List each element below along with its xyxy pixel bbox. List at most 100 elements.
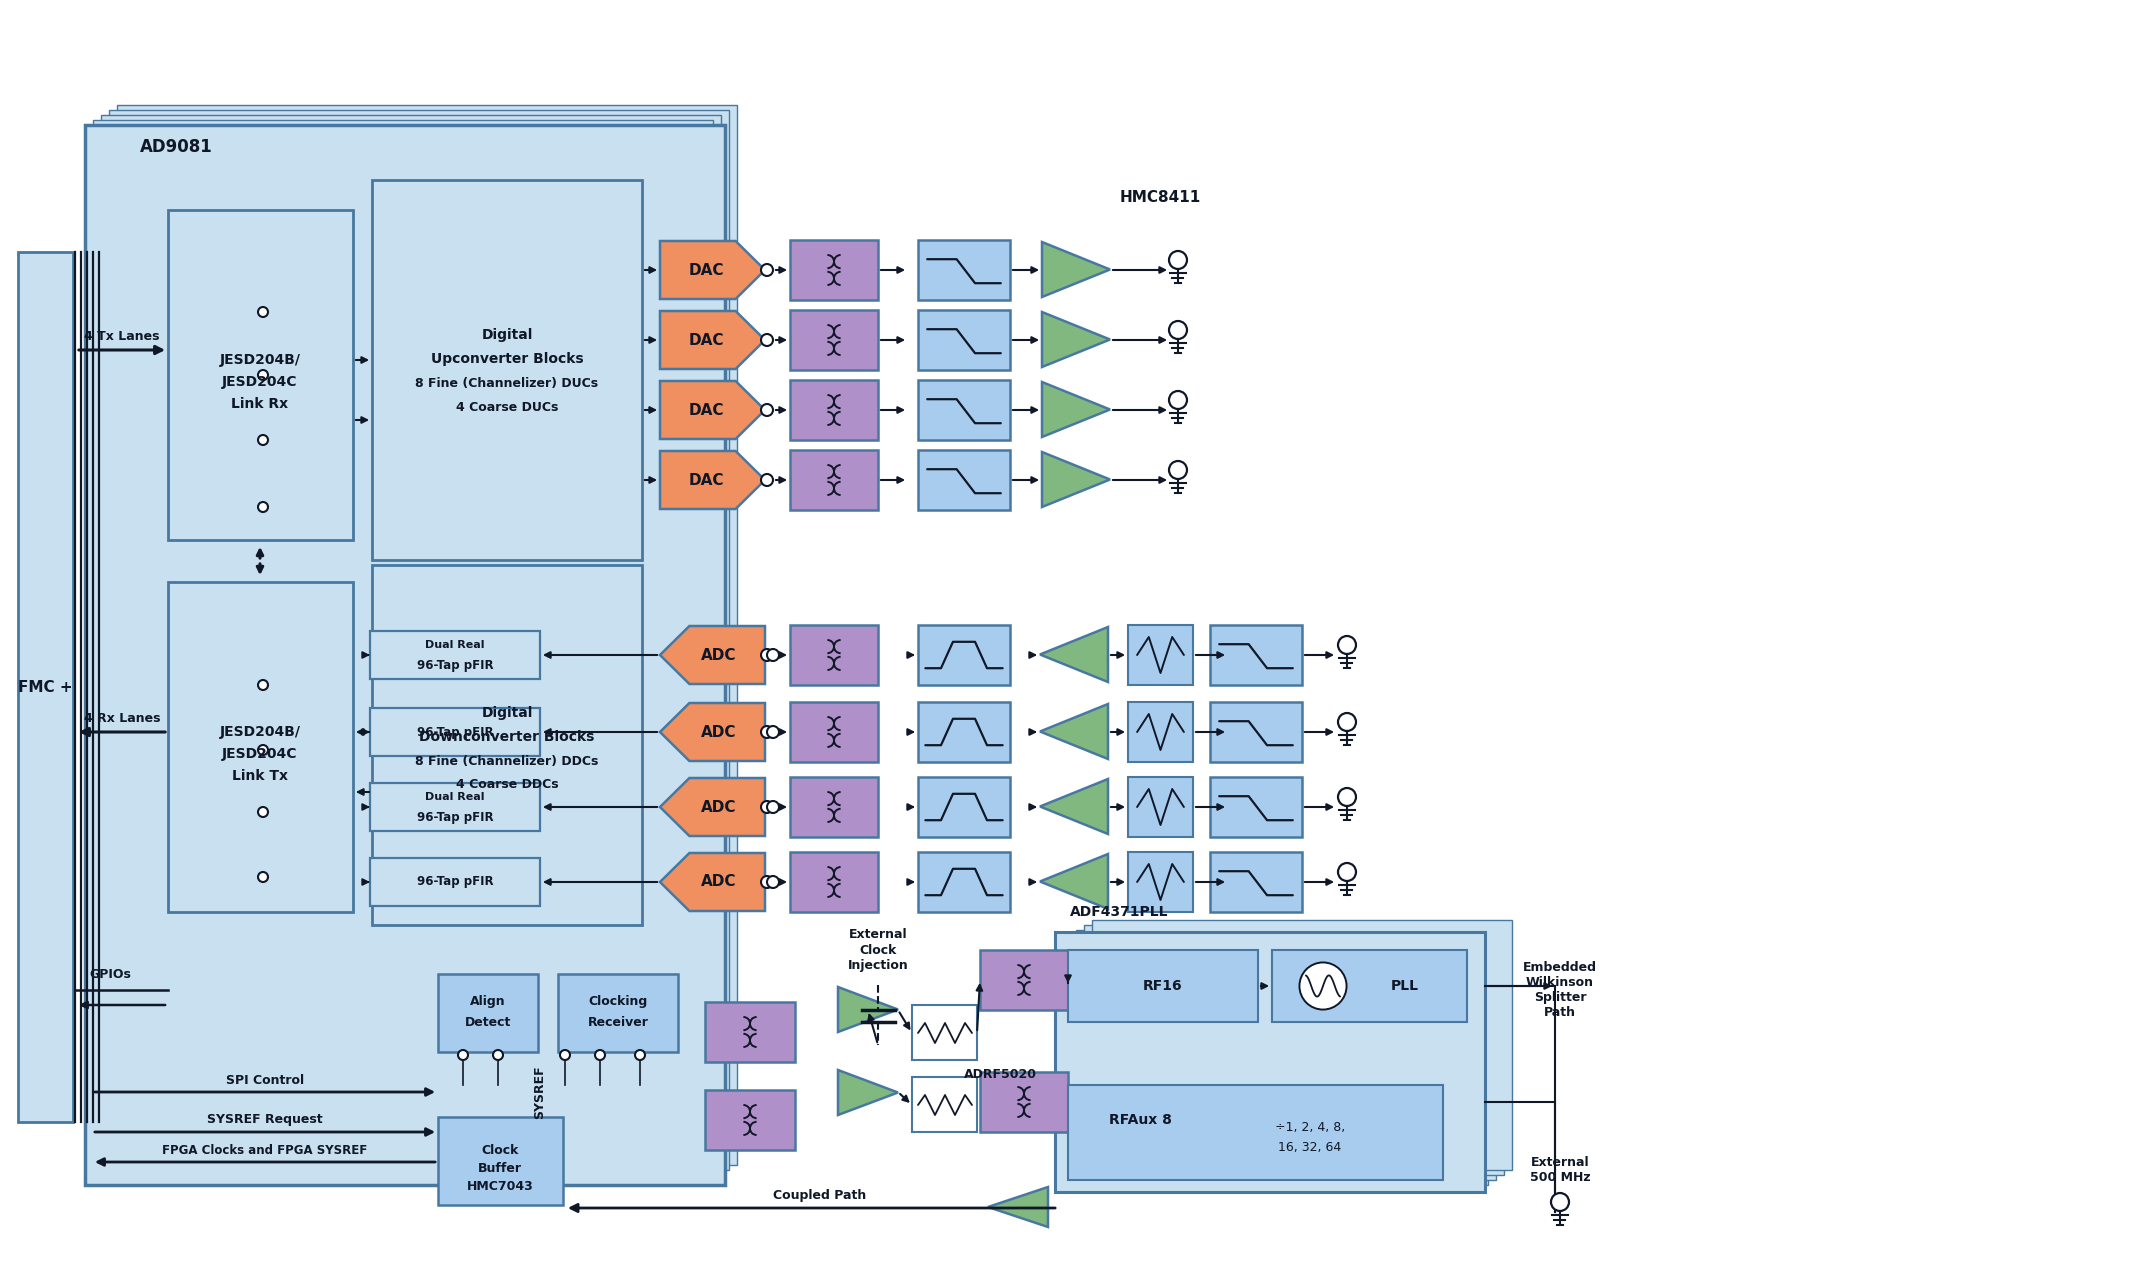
Text: Receiver: Receiver <box>588 1015 648 1029</box>
Text: 8 Fine (Channelizer) DUCs: 8 Fine (Channelizer) DUCs <box>415 376 599 389</box>
Polygon shape <box>1041 452 1110 507</box>
Text: RF16: RF16 <box>1144 979 1182 993</box>
Text: 4 Tx Lanes: 4 Tx Lanes <box>83 329 160 343</box>
Text: SYSREF Request: SYSREF Request <box>207 1114 323 1126</box>
Text: ADF4371PLL: ADF4371PLL <box>1069 905 1169 919</box>
Text: SYSREF: SYSREF <box>534 1065 547 1119</box>
Text: Link Tx: Link Tx <box>233 769 289 783</box>
Circle shape <box>768 726 778 739</box>
Circle shape <box>761 474 774 486</box>
FancyBboxPatch shape <box>169 210 353 540</box>
Text: External
Clock
Injection: External Clock Injection <box>847 928 909 972</box>
Text: 4 Rx Lanes: 4 Rx Lanes <box>83 712 160 724</box>
Circle shape <box>761 876 774 888</box>
FancyBboxPatch shape <box>791 380 879 440</box>
Text: 4 Coarse DDCs: 4 Coarse DDCs <box>455 778 558 791</box>
FancyBboxPatch shape <box>1069 1085 1443 1180</box>
Polygon shape <box>1039 854 1107 909</box>
FancyBboxPatch shape <box>370 708 541 756</box>
Circle shape <box>761 334 774 346</box>
FancyBboxPatch shape <box>370 631 541 678</box>
Circle shape <box>259 806 267 817</box>
Circle shape <box>1550 1193 1569 1211</box>
Text: HMC8411: HMC8411 <box>1120 189 1202 205</box>
FancyBboxPatch shape <box>1129 701 1193 762</box>
Text: Digital: Digital <box>481 328 532 342</box>
Circle shape <box>768 649 778 660</box>
Circle shape <box>1338 636 1355 654</box>
Text: JESD204C: JESD204C <box>222 748 297 762</box>
FancyBboxPatch shape <box>791 241 879 300</box>
FancyBboxPatch shape <box>917 310 1009 370</box>
Text: ADC: ADC <box>701 648 738 663</box>
Circle shape <box>761 649 774 660</box>
FancyBboxPatch shape <box>791 451 879 509</box>
Polygon shape <box>1041 312 1110 367</box>
Circle shape <box>1169 390 1187 410</box>
Text: FMC +: FMC + <box>17 680 73 695</box>
Circle shape <box>458 1050 468 1060</box>
Circle shape <box>259 502 267 512</box>
Text: ADC: ADC <box>701 724 738 740</box>
Circle shape <box>594 1050 605 1060</box>
Circle shape <box>761 726 774 739</box>
FancyBboxPatch shape <box>438 1117 562 1204</box>
Circle shape <box>1338 713 1355 731</box>
FancyBboxPatch shape <box>917 451 1009 509</box>
Text: RFAux 8: RFAux 8 <box>1110 1114 1172 1126</box>
FancyBboxPatch shape <box>1272 950 1467 1021</box>
FancyBboxPatch shape <box>791 701 879 762</box>
Polygon shape <box>661 626 765 684</box>
FancyBboxPatch shape <box>438 974 539 1052</box>
FancyBboxPatch shape <box>86 125 725 1185</box>
Polygon shape <box>1041 381 1110 436</box>
FancyBboxPatch shape <box>1069 950 1257 1021</box>
FancyBboxPatch shape <box>1210 701 1302 762</box>
FancyBboxPatch shape <box>1129 777 1193 837</box>
FancyBboxPatch shape <box>1084 925 1503 1175</box>
Text: FPGA Clocks and FPGA SYSREF: FPGA Clocks and FPGA SYSREF <box>162 1143 368 1157</box>
Circle shape <box>1300 963 1347 1010</box>
Text: ADRF5020: ADRF5020 <box>964 1069 1037 1082</box>
Text: Clocking: Clocking <box>588 996 648 1009</box>
Circle shape <box>1169 461 1187 479</box>
Text: Upconverter Blocks: Upconverter Blocks <box>430 352 584 366</box>
Text: GPIOs: GPIOs <box>90 969 130 982</box>
Polygon shape <box>661 381 765 439</box>
FancyBboxPatch shape <box>913 1076 977 1132</box>
Polygon shape <box>661 241 765 300</box>
FancyBboxPatch shape <box>118 105 738 1165</box>
Polygon shape <box>838 987 898 1032</box>
Polygon shape <box>661 852 765 911</box>
Text: Dual Real: Dual Real <box>425 640 485 650</box>
FancyBboxPatch shape <box>1210 852 1302 911</box>
Text: JESD204C: JESD204C <box>222 375 297 389</box>
Polygon shape <box>1041 242 1110 297</box>
Text: SPI Control: SPI Control <box>227 1074 304 1087</box>
Text: External
500 MHz: External 500 MHz <box>1529 1156 1591 1184</box>
Text: HMC7043: HMC7043 <box>466 1179 532 1193</box>
FancyBboxPatch shape <box>791 852 879 911</box>
FancyBboxPatch shape <box>791 625 879 685</box>
Text: 8 Fine (Channelizer) DDCs: 8 Fine (Channelizer) DDCs <box>415 754 599 768</box>
Text: JESD204B/: JESD204B/ <box>220 724 301 739</box>
FancyBboxPatch shape <box>791 310 879 370</box>
FancyBboxPatch shape <box>917 852 1009 911</box>
Circle shape <box>259 307 267 317</box>
FancyBboxPatch shape <box>979 1073 1069 1132</box>
FancyBboxPatch shape <box>1093 920 1512 1170</box>
Polygon shape <box>1039 704 1107 759</box>
Text: ADC: ADC <box>701 874 738 890</box>
Circle shape <box>1169 251 1187 269</box>
Text: Buffer: Buffer <box>479 1161 522 1175</box>
FancyBboxPatch shape <box>979 950 1069 1010</box>
Polygon shape <box>661 311 765 369</box>
FancyBboxPatch shape <box>706 1002 795 1062</box>
Text: DAC: DAC <box>688 333 725 347</box>
Circle shape <box>1169 321 1187 339</box>
Circle shape <box>1338 863 1355 881</box>
FancyBboxPatch shape <box>1054 932 1486 1192</box>
Circle shape <box>761 404 774 416</box>
Text: ADC: ADC <box>701 800 738 814</box>
FancyBboxPatch shape <box>917 625 1009 685</box>
